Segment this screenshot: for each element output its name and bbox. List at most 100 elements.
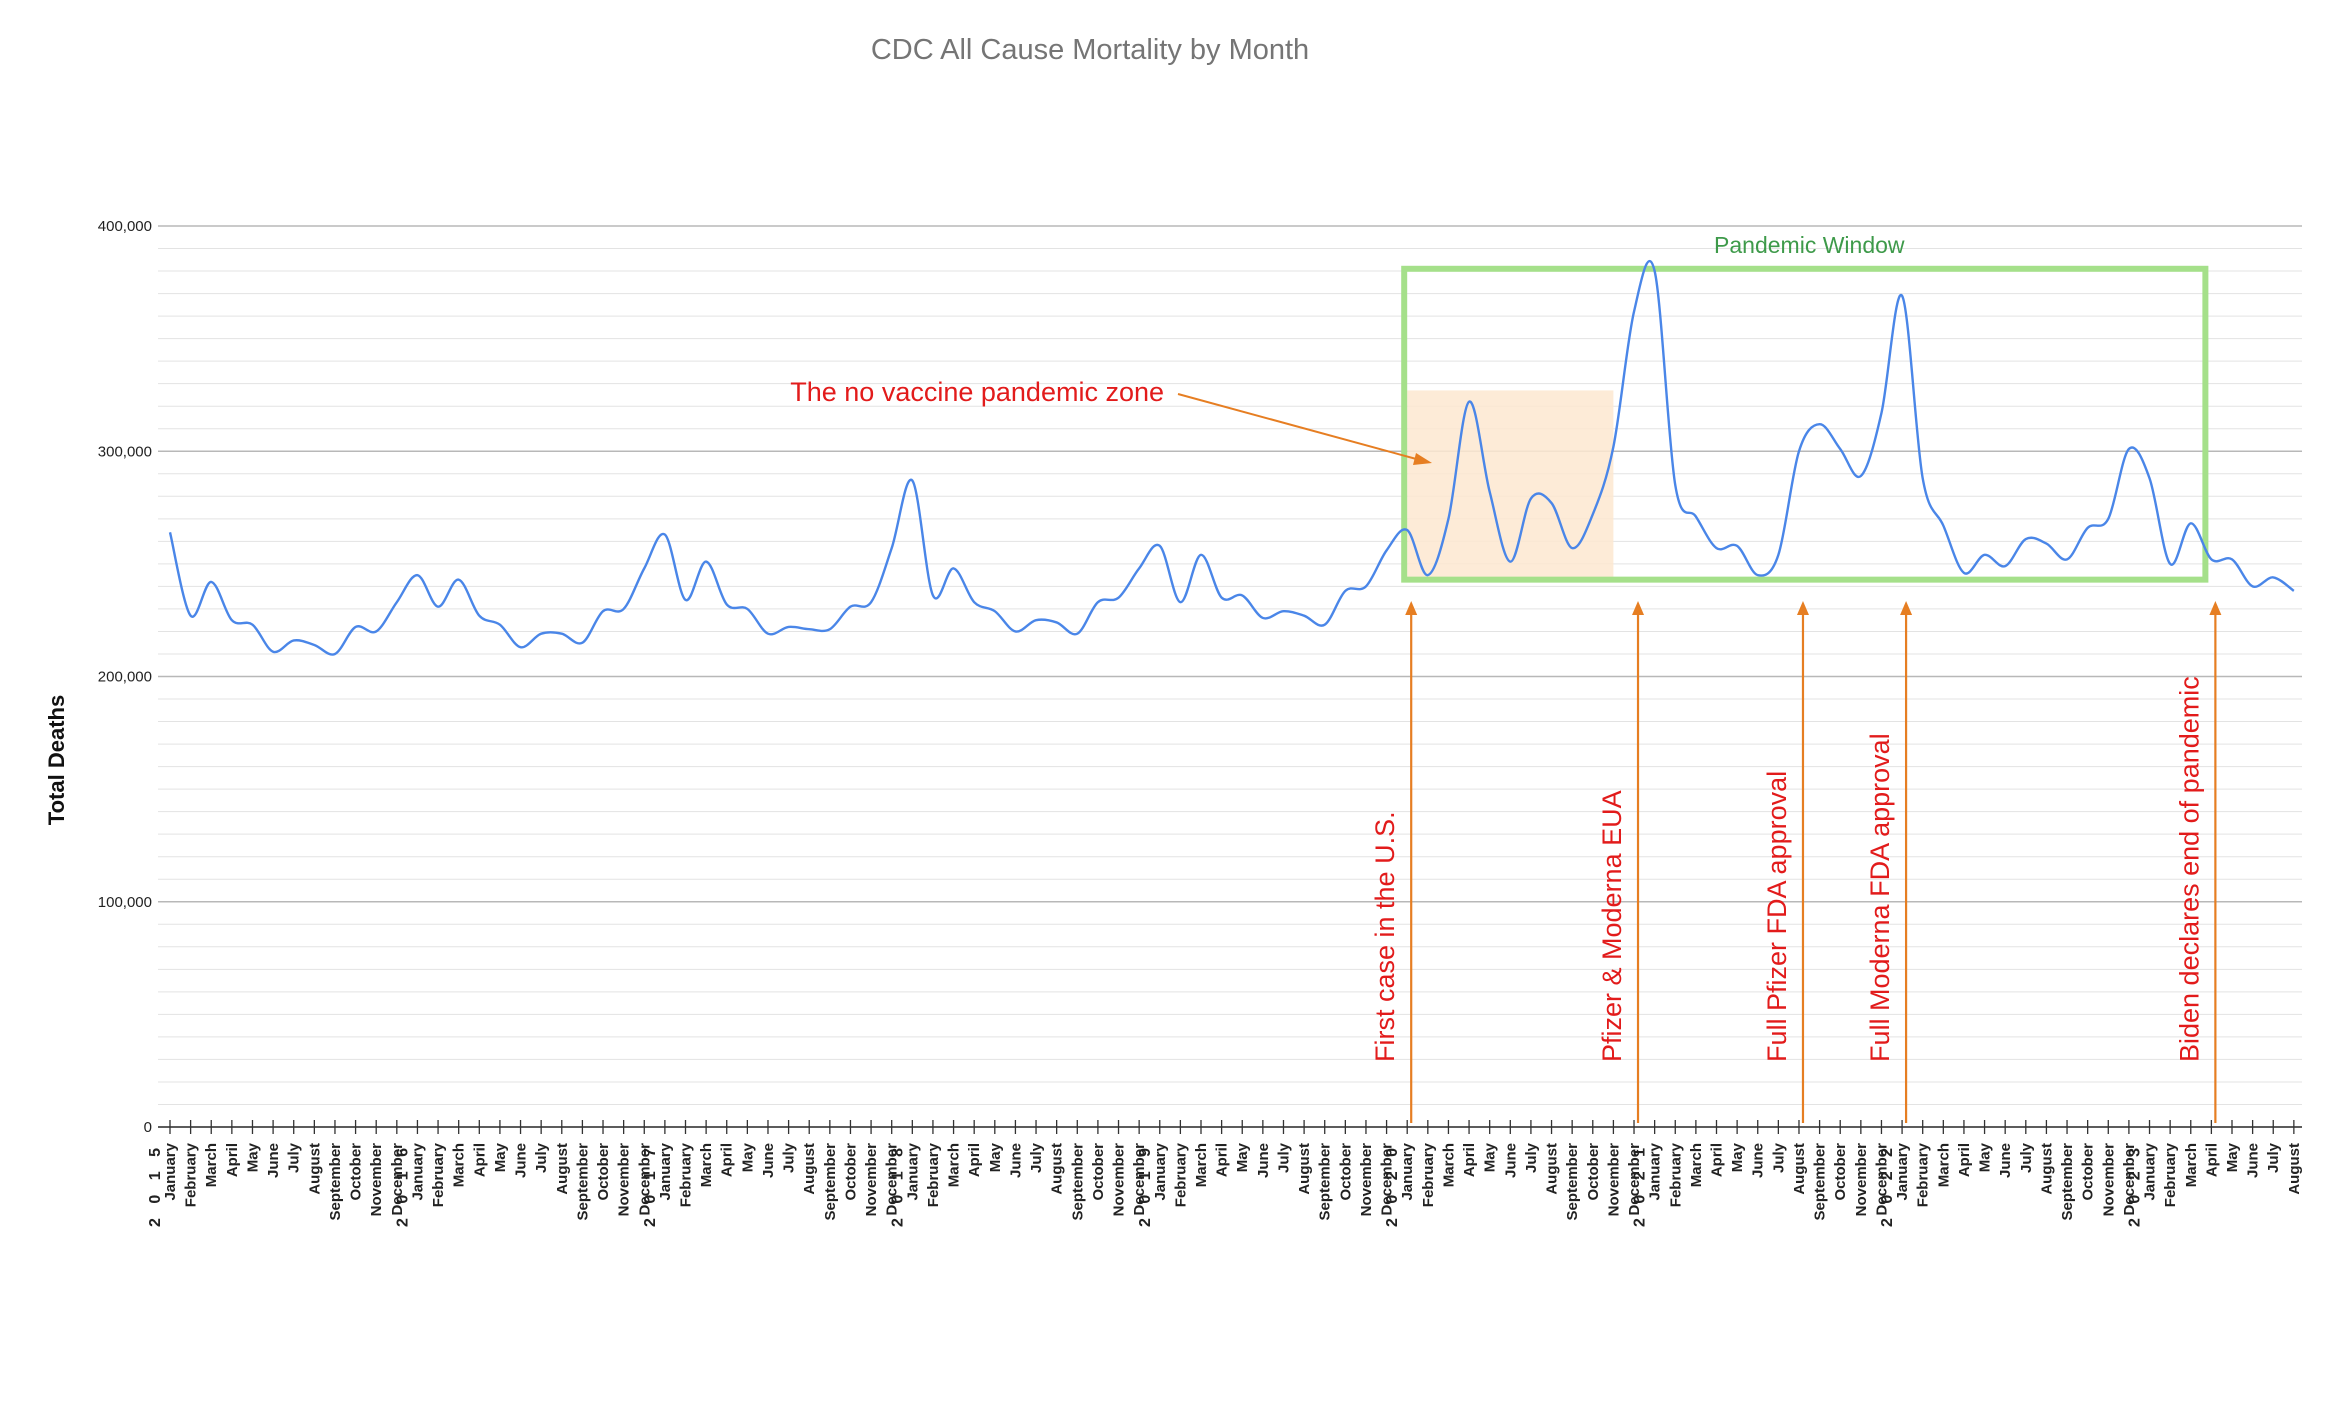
month-label: May [1482, 1142, 1499, 1172]
month-label: June [1502, 1143, 1519, 1178]
month-label: July [533, 1142, 550, 1173]
month-label: June [1255, 1143, 1272, 1178]
event-label: First case in the U.S. [1370, 811, 1400, 1062]
month-label: September [1069, 1143, 1086, 1221]
month-label: January [904, 1142, 921, 1200]
month-label: August [1544, 1143, 1561, 1195]
month-label: March [1440, 1143, 1457, 1187]
month-label: May [1234, 1142, 1251, 1172]
month-label: November [1605, 1143, 1622, 1217]
month-label: February [2162, 1142, 2179, 1207]
highlight-regions: Pandemic Window The no vaccine pandemic z… [790, 232, 2209, 583]
month-label: March [2183, 1143, 2200, 1187]
month-label: January [409, 1142, 426, 1200]
month-label: April [2203, 1143, 2220, 1177]
month-label: July [1028, 1142, 1045, 1173]
month-label: February [430, 1142, 447, 1207]
month-label: December [1379, 1143, 1396, 1216]
y-tick-label: 400,000 [98, 218, 152, 235]
month-label: April [471, 1143, 488, 1177]
pandemic-window-label: Pandemic Window [1714, 232, 1905, 258]
month-label: September [1317, 1143, 1334, 1221]
month-label: January [162, 1142, 179, 1200]
event-arrowhead [1405, 601, 1418, 615]
year-label: 2 0 1 7 [642, 1143, 659, 1227]
event-label: Full Pfizer FDA approval [1762, 771, 1792, 1062]
month-label: April [1214, 1143, 1231, 1177]
no-vaccine-zone-arrow [1177, 393, 1421, 461]
pandemic-window-box [1401, 265, 2209, 583]
month-label: April [719, 1143, 736, 1177]
event-arrowhead [1900, 601, 1913, 615]
month-label: September [1812, 1143, 1829, 1221]
month-label: January [1647, 1142, 1664, 1200]
y-tick-label: 100,000 [98, 894, 152, 911]
month-label: March [946, 1143, 963, 1187]
mortality-line [168, 259, 2295, 656]
month-label: May [244, 1142, 261, 1172]
month-label: July [1275, 1142, 1292, 1173]
month-label: December [1626, 1143, 1643, 1216]
month-label: December [2121, 1143, 2138, 1216]
month-label: July [2265, 1142, 2282, 1173]
month-label: January [1152, 1142, 1169, 1200]
month-label: October [1832, 1143, 1849, 1201]
month-label: June [1750, 1143, 1767, 1178]
chart-title: CDC All Cause Mortality by Month [871, 34, 1309, 66]
month-label: March [1688, 1143, 1705, 1187]
month-label: November [863, 1143, 880, 1217]
month-label: January [1894, 1142, 1911, 1200]
month-label: September [574, 1143, 591, 1221]
month-label: November [1358, 1143, 1375, 1217]
month-label: October [2080, 1143, 2097, 1201]
month-label: August [554, 1143, 571, 1195]
month-label: August [1791, 1143, 1808, 1195]
month-label: April [224, 1143, 241, 1177]
month-label: August [306, 1143, 323, 1195]
y-tick-label: 300,000 [98, 443, 152, 460]
month-label: July [781, 1142, 798, 1173]
event-label: Full Moderna FDA approval [1865, 733, 1895, 1062]
month-label: June [760, 1143, 777, 1178]
year-label: 2 0 2 1 [1632, 1143, 1649, 1227]
month-label: July [1770, 1142, 1787, 1173]
month-label: June [513, 1143, 530, 1178]
month-label: April [966, 1143, 983, 1177]
month-label: December [389, 1143, 406, 1216]
month-label: January [1399, 1142, 1416, 1200]
month-label: November [1111, 1143, 1128, 1217]
month-label: March [1935, 1143, 1952, 1187]
year-label: 2 0 2 2 [1879, 1143, 1896, 1227]
month-label: March [451, 1143, 468, 1187]
month-label: June [2245, 1143, 2262, 1178]
month-label: July [1523, 1142, 1540, 1173]
month-label: September [327, 1143, 344, 1221]
y-tick-label: 0 [144, 1119, 152, 1136]
month-label: October [595, 1143, 612, 1201]
month-label: May [1729, 1142, 1746, 1172]
annotations: First case in the U.S. Pfizer & Moderna E… [1370, 601, 2222, 1123]
month-label: July [286, 1142, 303, 1173]
month-label: February [678, 1142, 695, 1207]
month-label: October [348, 1143, 365, 1201]
month-label: October [1585, 1143, 1602, 1201]
month-label: June [1007, 1143, 1024, 1178]
no-vaccine-zone-label: The no vaccine pandemic zone [790, 377, 1164, 407]
month-label: February [1667, 1142, 1684, 1207]
month-label: April [1709, 1143, 1726, 1177]
month-label: April [1956, 1143, 1973, 1177]
year-label: 2 0 1 6 [394, 1143, 411, 1227]
month-label: November [1853, 1143, 1870, 1217]
month-label: August [1296, 1143, 1313, 1195]
month-label: June [265, 1143, 282, 1178]
month-label: April [1461, 1143, 1478, 1177]
month-label: November [368, 1143, 385, 1217]
event-label: Pfizer & Moderna EUA [1597, 790, 1627, 1062]
y-tick-label: 200,000 [98, 669, 152, 686]
month-label: October [1090, 1143, 1107, 1201]
month-label: August [2286, 1143, 2303, 1195]
month-label: March [698, 1143, 715, 1187]
month-label: May [1977, 1142, 1994, 1172]
